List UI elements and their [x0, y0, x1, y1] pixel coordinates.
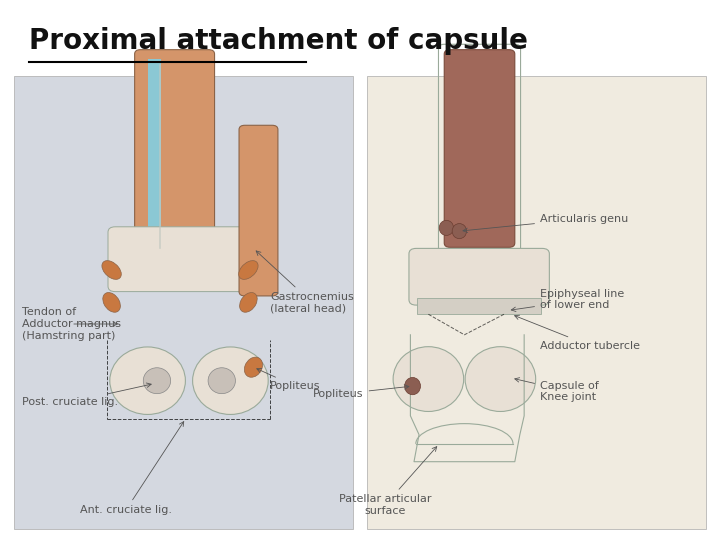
Text: Gastrocnemius
(lateral head): Gastrocnemius (lateral head) — [256, 251, 354, 313]
Ellipse shape — [452, 224, 467, 239]
Text: Popliteus: Popliteus — [257, 368, 320, 391]
FancyBboxPatch shape — [409, 248, 549, 305]
Ellipse shape — [102, 261, 121, 279]
Text: Popliteus: Popliteus — [313, 385, 409, 399]
Text: Capsule of
Knee joint: Capsule of Knee joint — [515, 377, 599, 402]
FancyBboxPatch shape — [14, 76, 353, 529]
FancyBboxPatch shape — [135, 50, 215, 253]
Text: Ant. cruciate lig.: Ant. cruciate lig. — [80, 422, 184, 515]
Ellipse shape — [465, 347, 536, 411]
Text: Articularis genu: Articularis genu — [463, 214, 629, 233]
FancyBboxPatch shape — [148, 59, 161, 243]
Text: Tendon of
Adductor magnus
(Hamstring part): Tendon of Adductor magnus (Hamstring par… — [22, 307, 121, 341]
FancyBboxPatch shape — [444, 50, 515, 247]
Ellipse shape — [393, 347, 464, 411]
Ellipse shape — [193, 347, 269, 415]
Text: Proximal attachment of capsule: Proximal attachment of capsule — [29, 27, 528, 55]
Ellipse shape — [244, 357, 263, 377]
FancyBboxPatch shape — [367, 76, 706, 529]
Text: Patellar articular
surface: Patellar articular surface — [339, 447, 437, 516]
Text: Post. cruciate lig.: Post. cruciate lig. — [22, 383, 151, 407]
FancyBboxPatch shape — [417, 298, 541, 314]
FancyBboxPatch shape — [239, 125, 278, 296]
Ellipse shape — [405, 377, 420, 395]
Ellipse shape — [439, 220, 454, 235]
Ellipse shape — [208, 368, 235, 394]
Ellipse shape — [103, 293, 120, 312]
Ellipse shape — [109, 347, 185, 415]
Text: Adductor tubercle: Adductor tubercle — [515, 315, 640, 350]
Text: Epiphyseal line
of lower end: Epiphyseal line of lower end — [511, 289, 624, 312]
FancyBboxPatch shape — [108, 227, 248, 292]
Ellipse shape — [143, 368, 171, 394]
Ellipse shape — [240, 293, 257, 312]
Ellipse shape — [239, 261, 258, 279]
